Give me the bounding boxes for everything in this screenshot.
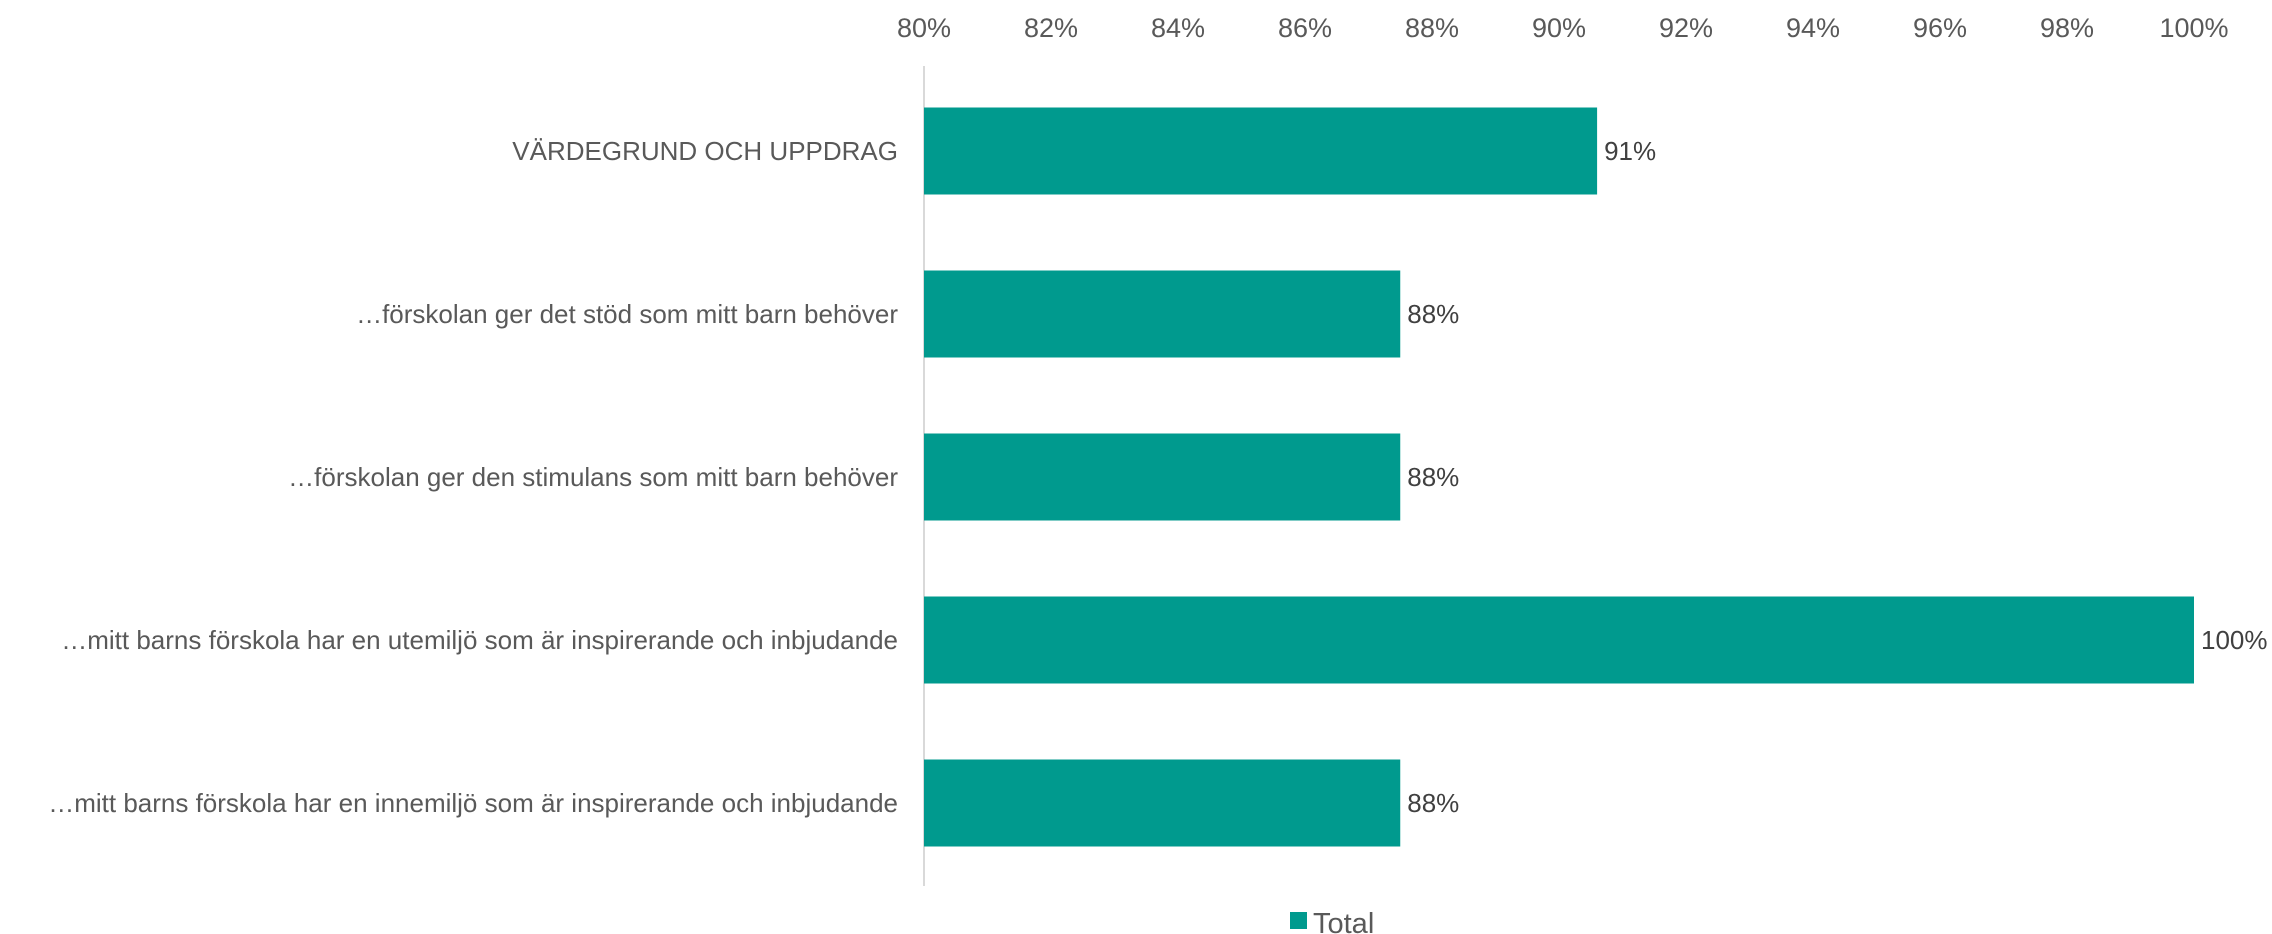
x-tick-label: 94% (1786, 13, 1840, 43)
bar (924, 759, 1401, 847)
bar (924, 270, 1401, 358)
x-tick-label: 84% (1151, 13, 1205, 43)
bars (924, 107, 2194, 847)
x-tick-label: 80% (897, 13, 951, 43)
bar-data-label: 88% (1407, 462, 1459, 492)
x-tick-label: 96% (1913, 13, 1967, 43)
legend-swatch-total (1290, 912, 1307, 929)
category-label: …mitt barns förskola har en innemiljö so… (48, 788, 898, 818)
x-tick-label: 92% (1659, 13, 1713, 43)
x-axis-ticks: 80% 82% 84% 86% 88% 90% 92% 94% 96% 98% 100% (897, 13, 2229, 43)
legend-label-total: Total (1313, 908, 1374, 934)
category-label: …mitt barns förskola har en utemiljö som… (61, 625, 898, 655)
bar-data-label: 88% (1407, 299, 1459, 329)
x-tick-label: 82% (1024, 13, 1078, 43)
x-tick-label: 98% (2040, 13, 2094, 43)
category-labels: VÄRDEGRUND OCH UPPDRAG …förskolan ger det… (48, 136, 898, 818)
category-label: …förskolan ger den stimulans som mitt ba… (288, 462, 898, 492)
x-tick-label: 88% (1405, 13, 1459, 43)
bar (924, 596, 2194, 684)
legend: Total (1290, 908, 1374, 934)
bar (924, 107, 1598, 195)
bar (924, 433, 1401, 521)
bar-data-label: 91% (1604, 136, 1656, 166)
category-label: VÄRDEGRUND OCH UPPDRAG (512, 136, 898, 166)
bar-data-label: 88% (1407, 788, 1459, 818)
x-tick-label: 100% (2159, 13, 2228, 43)
x-tick-label: 90% (1532, 13, 1586, 43)
data-labels: 91% 88% 88% 100% 88% (1407, 136, 2267, 818)
category-label: …förskolan ger det stöd som mitt barn be… (356, 299, 898, 329)
x-tick-label: 86% (1278, 13, 1332, 43)
bar-data-label: 100% (2201, 625, 2268, 655)
